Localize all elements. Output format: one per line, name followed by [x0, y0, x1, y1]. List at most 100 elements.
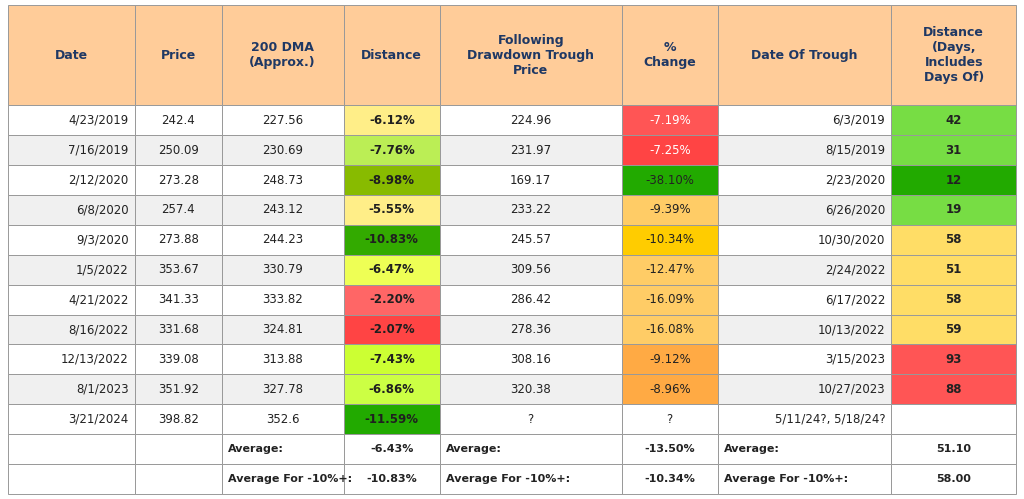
Text: 6/8/2020: 6/8/2020: [76, 204, 129, 217]
Text: Average For -10%+:: Average For -10%+:: [446, 474, 570, 484]
Text: 169.17: 169.17: [510, 174, 551, 187]
Text: 352.6: 352.6: [266, 413, 299, 426]
Bar: [344, 434, 440, 464]
Bar: [221, 135, 344, 165]
Text: 88: 88: [945, 383, 962, 396]
Text: 4/21/2022: 4/21/2022: [69, 293, 129, 306]
Text: 58: 58: [945, 293, 962, 306]
Bar: [892, 105, 1016, 135]
Text: -9.12%: -9.12%: [649, 353, 690, 366]
Bar: [440, 314, 622, 344]
Bar: [344, 344, 440, 374]
Bar: [718, 165, 892, 195]
Bar: [344, 284, 440, 314]
Text: Following
Drawdown Trough
Price: Following Drawdown Trough Price: [467, 33, 594, 77]
Bar: [892, 374, 1016, 404]
Bar: [221, 404, 344, 434]
Bar: [135, 464, 221, 494]
Bar: [718, 284, 892, 314]
Text: 243.12: 243.12: [262, 204, 303, 217]
Bar: [344, 5, 440, 105]
Bar: [718, 225, 892, 255]
Bar: [622, 374, 718, 404]
Bar: [440, 195, 622, 225]
Text: -12.47%: -12.47%: [645, 263, 694, 276]
Bar: [892, 255, 1016, 284]
Bar: [440, 5, 622, 105]
Text: 244.23: 244.23: [262, 234, 303, 247]
Text: 248.73: 248.73: [262, 174, 303, 187]
Text: 273.28: 273.28: [158, 174, 199, 187]
Text: Date: Date: [55, 48, 88, 61]
Bar: [718, 314, 892, 344]
Bar: [135, 434, 221, 464]
Text: %
Change: % Change: [643, 41, 696, 69]
Text: 51.10: 51.10: [936, 444, 971, 454]
Bar: [718, 195, 892, 225]
Bar: [344, 225, 440, 255]
Text: 8/15/2019: 8/15/2019: [825, 144, 886, 157]
Text: 93: 93: [945, 353, 962, 366]
Text: 273.88: 273.88: [158, 234, 199, 247]
Bar: [221, 344, 344, 374]
Text: 8/16/2022: 8/16/2022: [69, 323, 129, 336]
Text: -8.96%: -8.96%: [649, 383, 690, 396]
Bar: [221, 464, 344, 494]
Bar: [135, 195, 221, 225]
Text: Average:: Average:: [446, 444, 502, 454]
Text: 4/23/2019: 4/23/2019: [69, 114, 129, 127]
Text: 12: 12: [945, 174, 962, 187]
Bar: [622, 5, 718, 105]
Text: 10/13/2022: 10/13/2022: [818, 323, 886, 336]
Bar: [622, 464, 718, 494]
Text: Distance: Distance: [361, 48, 422, 61]
Text: 2/24/2022: 2/24/2022: [825, 263, 886, 276]
Bar: [8, 165, 135, 195]
Bar: [8, 105, 135, 135]
Bar: [344, 374, 440, 404]
Bar: [622, 135, 718, 165]
Bar: [892, 314, 1016, 344]
Text: 353.67: 353.67: [158, 263, 199, 276]
Text: -7.76%: -7.76%: [369, 144, 415, 157]
Text: -38.10%: -38.10%: [645, 174, 694, 187]
Text: 58: 58: [945, 234, 962, 247]
Bar: [344, 195, 440, 225]
Text: -16.09%: -16.09%: [645, 293, 694, 306]
Bar: [8, 374, 135, 404]
Text: 2/23/2020: 2/23/2020: [825, 174, 886, 187]
Text: 309.56: 309.56: [510, 263, 551, 276]
Text: 324.81: 324.81: [262, 323, 303, 336]
Bar: [622, 284, 718, 314]
Text: ?: ?: [527, 413, 534, 426]
Text: 12/13/2022: 12/13/2022: [61, 353, 129, 366]
Text: 233.22: 233.22: [510, 204, 551, 217]
Bar: [221, 284, 344, 314]
Bar: [718, 404, 892, 434]
Bar: [622, 255, 718, 284]
Bar: [344, 105, 440, 135]
Bar: [718, 5, 892, 105]
Text: -6.12%: -6.12%: [369, 114, 415, 127]
Bar: [8, 135, 135, 165]
Bar: [8, 344, 135, 374]
Text: -10.34%: -10.34%: [644, 474, 695, 484]
Bar: [221, 5, 344, 105]
Bar: [221, 165, 344, 195]
Bar: [221, 105, 344, 135]
Bar: [8, 314, 135, 344]
Text: 6/3/2019: 6/3/2019: [833, 114, 886, 127]
Bar: [135, 135, 221, 165]
Text: 278.36: 278.36: [510, 323, 551, 336]
Bar: [135, 284, 221, 314]
Text: 7/16/2019: 7/16/2019: [69, 144, 129, 157]
Text: -6.86%: -6.86%: [369, 383, 415, 396]
Bar: [440, 404, 622, 434]
Bar: [344, 314, 440, 344]
Bar: [221, 314, 344, 344]
Text: 31: 31: [945, 144, 962, 157]
Bar: [892, 434, 1016, 464]
Bar: [892, 5, 1016, 105]
Bar: [892, 195, 1016, 225]
Bar: [718, 464, 892, 494]
